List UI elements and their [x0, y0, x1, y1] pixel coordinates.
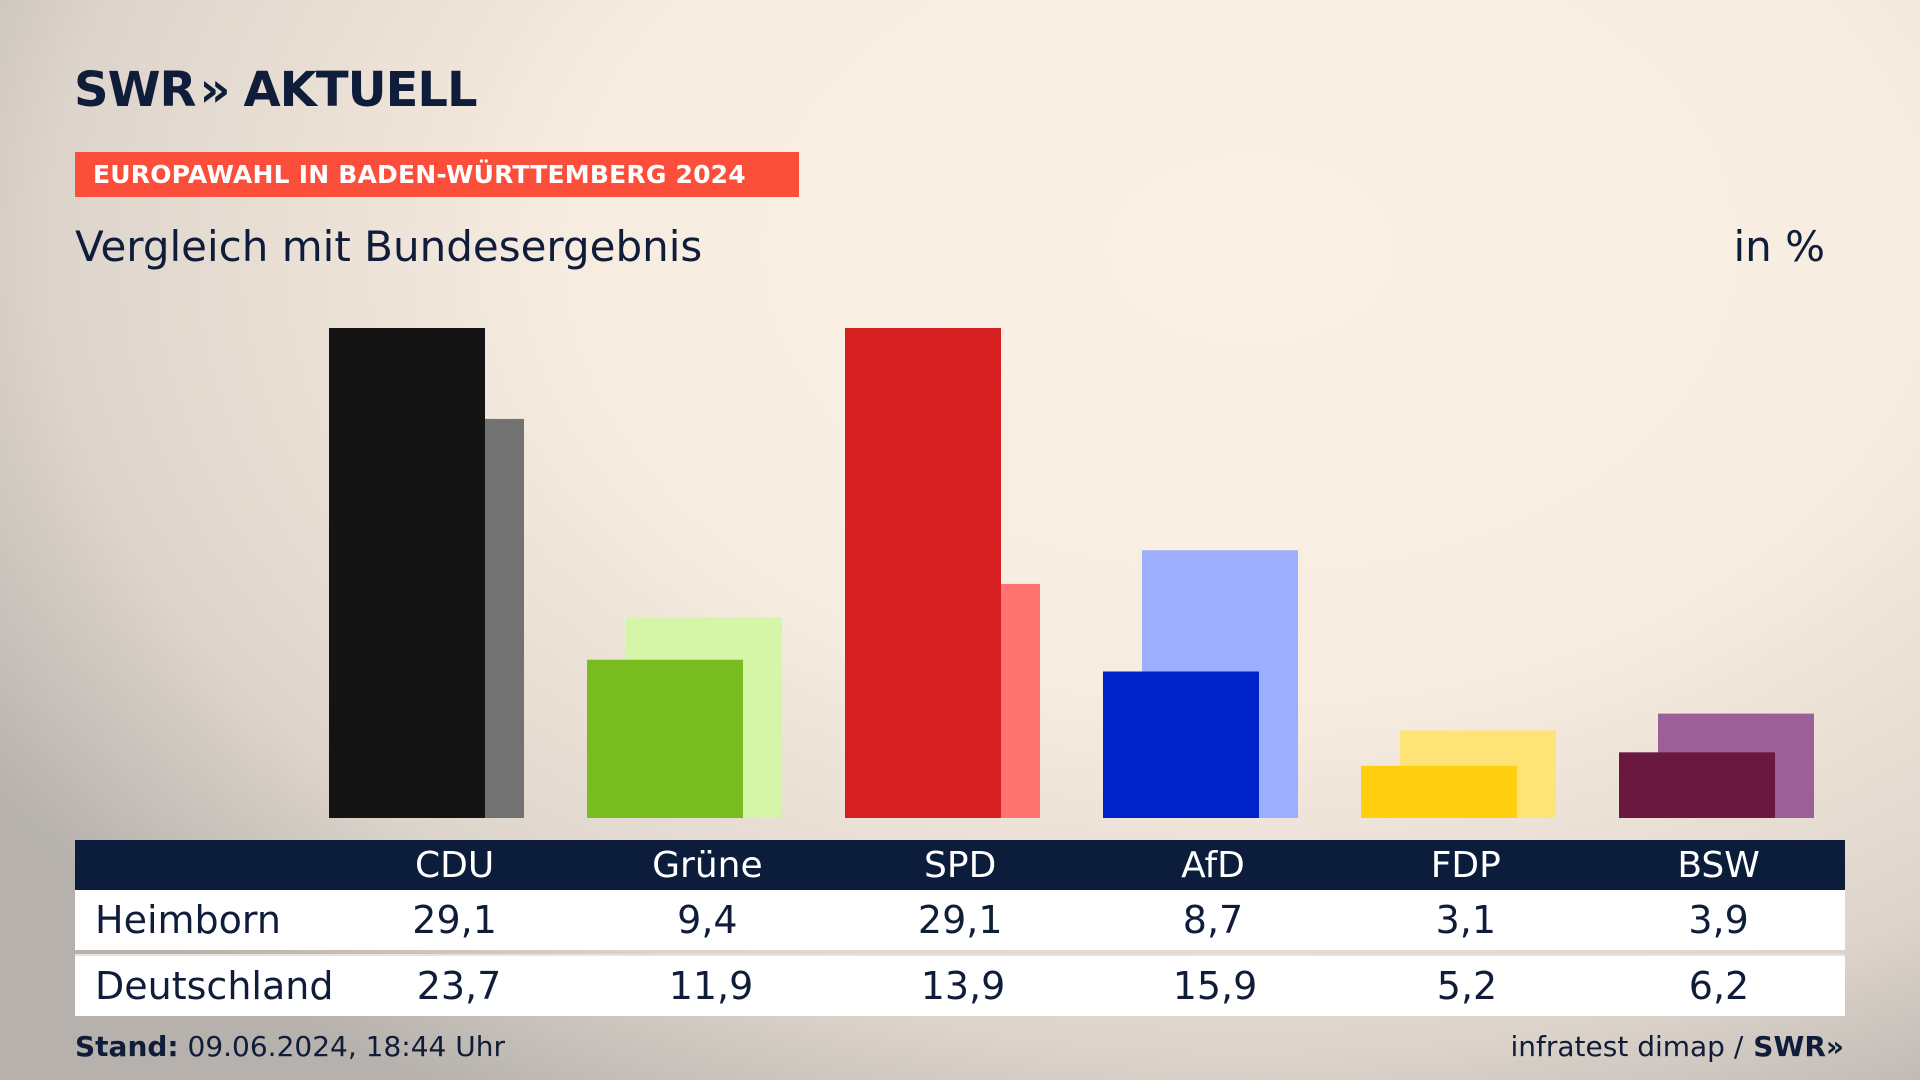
chart-title: Vergleich mit Bundesergebnis	[75, 222, 703, 271]
value-cell: 29,1	[917, 898, 1003, 942]
value-cell: 5,2	[1436, 964, 1498, 1008]
value-cell: 8,7	[1182, 898, 1244, 942]
row-label: Deutschland	[95, 964, 334, 1008]
table-row: Deutschland 23,7 11,9 13,9 15,9 5,2 6,2	[75, 954, 1845, 1016]
header-cell: FDP	[1430, 844, 1501, 886]
value-cell: 3,1	[1435, 898, 1496, 942]
table-header-row: CDU Grüne SPD AfD FDP BSW	[75, 840, 1845, 890]
value-cell: 3,9	[1688, 898, 1749, 942]
value-cell: 23,7	[416, 964, 502, 1008]
value-cell: 9,4	[677, 898, 738, 942]
results-table: CDU Grüne SPD AfD FDP BSW Heimborn 29,1 …	[75, 840, 1845, 1016]
value-cell: 29,1	[412, 898, 497, 942]
logo-aktuell: AKTUELL	[243, 62, 478, 118]
row-label: Heimborn	[95, 898, 281, 942]
header-cell: AfD	[1181, 844, 1245, 886]
bar-local-grüne	[587, 659, 743, 818]
timestamp: Stand: 09.06.2024, 18:44 Uhr	[75, 1030, 505, 1063]
source-text: infratest dimap /	[1510, 1030, 1744, 1063]
unit-label: in %	[1733, 222, 1825, 271]
value-cell: 15,9	[1172, 964, 1258, 1008]
election-subtitle: EUROPAWAHL IN BADEN-WÜRTTEMBERG 2024	[75, 152, 799, 197]
header-cell: CDU	[414, 844, 495, 886]
header-cell: SPD	[924, 844, 997, 886]
swr-aktuell-logo: SWR » AKTUELL	[74, 62, 478, 118]
logo-swr: SWR	[74, 62, 196, 118]
bar-local-spd	[845, 328, 1001, 818]
swr-logo-small: SWR»	[1753, 1030, 1844, 1063]
bar-local-fdp	[1361, 765, 1517, 818]
value-cell: 13,9	[920, 964, 1006, 1008]
value-cell: 11,9	[668, 964, 754, 1008]
header-cell: BSW	[1677, 844, 1760, 886]
table-row: Heimborn 29,1 9,4 29,1 8,7 3,1 3,9	[75, 890, 1845, 950]
bar-local-afd	[1103, 671, 1259, 818]
logo-chevrons-icon: »	[199, 62, 230, 118]
timestamp-value: 09.06.2024, 18:44 Uhr	[178, 1030, 505, 1063]
header-cell: Grüne	[652, 844, 763, 886]
source-credit: infratest dimap / SWR»	[1510, 1030, 1844, 1063]
bar-local-cdu	[329, 328, 485, 818]
timestamp-label: Stand:	[75, 1030, 179, 1063]
value-cell: 6,2	[1688, 964, 1750, 1008]
bar-local-bsw	[1619, 752, 1775, 818]
